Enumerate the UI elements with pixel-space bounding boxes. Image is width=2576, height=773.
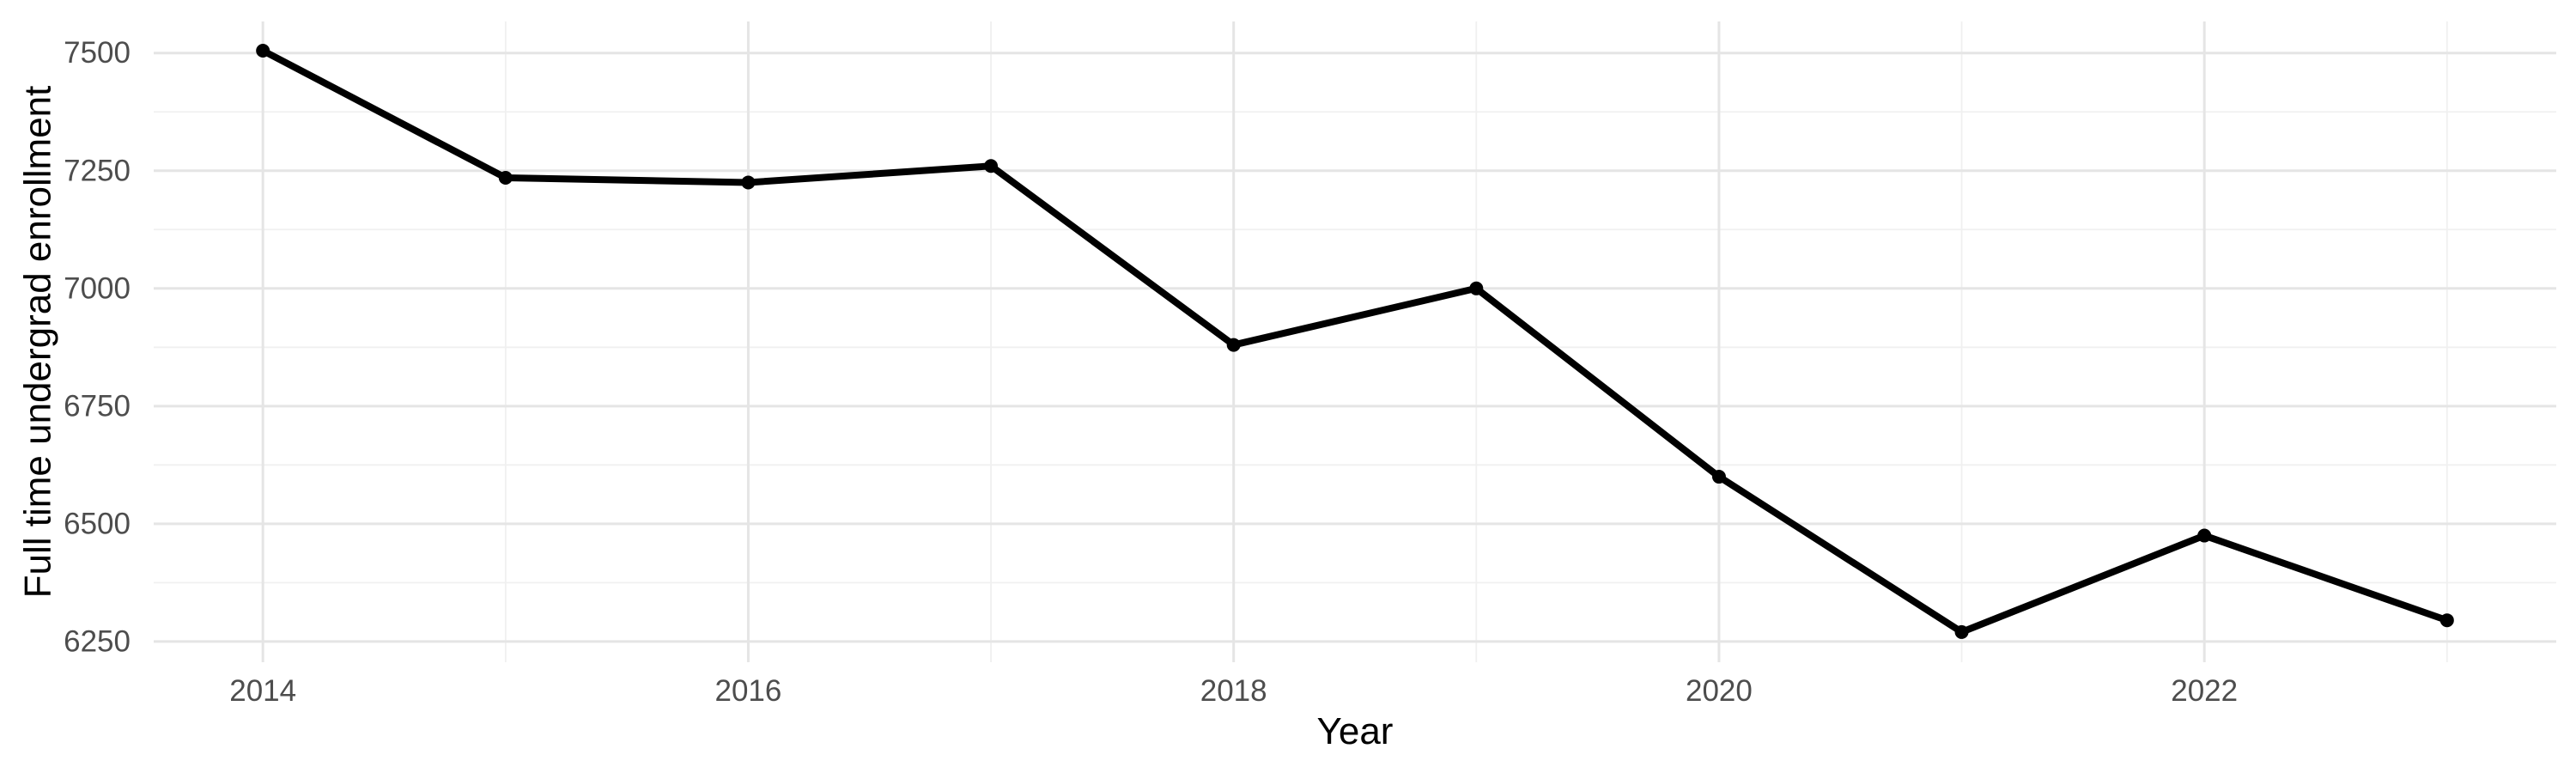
- y-tick-label: 6250: [64, 624, 131, 658]
- major-gridlines: [154, 21, 2556, 662]
- y-tick-label: 7000: [64, 271, 131, 305]
- x-axis-tick-labels: 2014 2016 2018 2020 2022: [229, 674, 2238, 708]
- data-point-2017: [984, 159, 999, 173]
- y-axis-title: Full time undergrad enrollment: [17, 86, 59, 599]
- data-point-2023: [2439, 613, 2454, 628]
- y-axis-tick-labels: 7500 7250 7000 6750 6500 6250: [64, 36, 131, 658]
- x-tick-label: 2016: [714, 674, 781, 708]
- data-point-2022: [2197, 528, 2212, 543]
- minor-gridlines: [154, 21, 2556, 662]
- x-axis-title: Year: [1317, 710, 1394, 752]
- y-tick-label: 6750: [64, 389, 131, 423]
- data-point-2014: [256, 43, 270, 58]
- y-tick-label: 7250: [64, 154, 131, 187]
- enrollment-trend-line: [261, 47, 2449, 636]
- data-point-2019: [1469, 281, 1484, 295]
- data-point-2016: [741, 175, 756, 190]
- data-point-2018: [1226, 338, 1241, 352]
- data-point-2020: [1711, 470, 1726, 484]
- data-point-2021: [1954, 624, 1969, 639]
- y-tick-label: 7500: [64, 36, 131, 70]
- x-tick-label: 2020: [1686, 674, 1753, 708]
- y-tick-label: 6500: [64, 507, 131, 540]
- data-points: [256, 43, 2454, 639]
- x-tick-label: 2014: [229, 674, 296, 708]
- x-tick-label: 2022: [2171, 674, 2238, 708]
- x-tick-label: 2018: [1200, 674, 1267, 708]
- data-point-2015: [498, 170, 513, 185]
